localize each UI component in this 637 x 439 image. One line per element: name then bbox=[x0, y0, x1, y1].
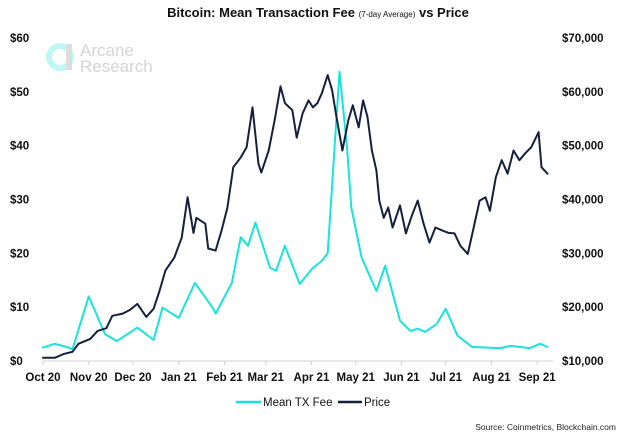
x-tick-label: Nov 20 bbox=[70, 372, 108, 384]
y-right-tick-label: $40,000 bbox=[562, 195, 604, 207]
arcane-research-logo: Arcane Research bbox=[46, 41, 153, 76]
x-tick-label: Apr 21 bbox=[294, 372, 330, 384]
series-line-mean-tx-fee bbox=[42, 70, 549, 351]
y-left-tick-label: $30 bbox=[10, 195, 29, 207]
y-axis-right: $10,000 $20,000 $30,000 $40,000 $50,000 $60,0… bbox=[562, 33, 604, 368]
y-left-tick-label: $40 bbox=[10, 141, 29, 153]
svg-text:Price: Price bbox=[364, 397, 390, 409]
y-left-tick-label: $10 bbox=[10, 302, 29, 314]
y-left-tick-label: $50 bbox=[10, 87, 29, 99]
chart-title: Bitcoin: Mean Transaction Fee (7-day Ave… bbox=[167, 5, 469, 20]
x-tick-label: Feb 21 bbox=[206, 372, 243, 384]
x-tick-label: Aug 21 bbox=[472, 372, 511, 384]
svg-text:Research: Research bbox=[80, 57, 153, 76]
source-note: Source: Coinmetrics, Blockchain.com bbox=[475, 422, 616, 432]
svg-text:Arcane: Arcane bbox=[80, 41, 134, 60]
legend-item-price: Price bbox=[338, 397, 390, 409]
x-tick-label: Sep 21 bbox=[519, 372, 557, 384]
x-tick-label: Jun 21 bbox=[383, 372, 420, 384]
x-tick-label: Jan 21 bbox=[161, 372, 197, 384]
x-axis: Oct 20 Nov 20 Dec 20 Jan 21 Feb 21 Mar 21 Apr … bbox=[25, 361, 556, 384]
x-tick-label: Mar 21 bbox=[248, 372, 285, 384]
x-tick-label: Jul 21 bbox=[429, 372, 462, 384]
svg-text:Mean TX Fee: Mean TX Fee bbox=[263, 397, 332, 409]
series-lines bbox=[42, 70, 549, 359]
legend-item-mean-tx-fee: Mean TX Fee bbox=[236, 397, 332, 409]
series-line-price bbox=[42, 74, 549, 359]
y-right-tick-label: $30,000 bbox=[562, 248, 604, 260]
y-right-tick-label: $20,000 bbox=[562, 302, 604, 314]
y-right-tick-label: $10,000 bbox=[562, 356, 604, 368]
y-axis-left: $0 $10 $20 $30 $40 $50 $60 bbox=[10, 33, 29, 368]
y-left-tick-label: $60 bbox=[10, 33, 29, 45]
y-right-tick-label: $60,000 bbox=[562, 87, 604, 99]
x-tick-label: Oct 20 bbox=[25, 372, 60, 384]
y-left-tick-label: $20 bbox=[10, 248, 29, 260]
x-tick-label: Dec 20 bbox=[114, 372, 151, 384]
x-tick-label: May 21 bbox=[337, 372, 376, 384]
y-right-tick-label: $70,000 bbox=[562, 33, 604, 45]
legend: Mean TX Fee Price bbox=[236, 397, 390, 409]
y-right-tick-label: $50,000 bbox=[562, 141, 604, 153]
y-left-tick-label: $0 bbox=[10, 356, 23, 368]
